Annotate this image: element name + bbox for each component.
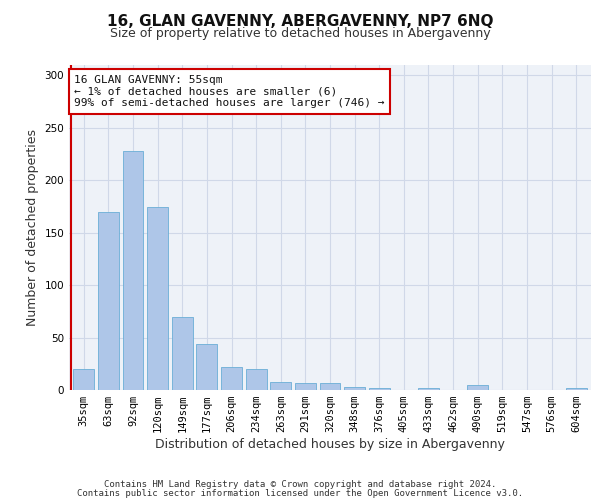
Bar — [270, 382, 291, 390]
Bar — [369, 388, 390, 390]
Bar — [344, 387, 365, 390]
Text: 16 GLAN GAVENNY: 55sqm
← 1% of detached houses are smaller (6)
99% of semi-detac: 16 GLAN GAVENNY: 55sqm ← 1% of detached … — [74, 74, 385, 108]
X-axis label: Distribution of detached houses by size in Abergavenny: Distribution of detached houses by size … — [155, 438, 505, 451]
Bar — [566, 388, 587, 390]
Text: Contains HM Land Registry data © Crown copyright and database right 2024.: Contains HM Land Registry data © Crown c… — [104, 480, 496, 489]
Bar — [418, 388, 439, 390]
Bar — [245, 369, 266, 390]
Bar — [221, 367, 242, 390]
Bar — [196, 344, 217, 390]
Text: Size of property relative to detached houses in Abergavenny: Size of property relative to detached ho… — [110, 28, 490, 40]
Bar — [98, 212, 119, 390]
Bar — [172, 316, 193, 390]
Bar — [122, 151, 143, 390]
Bar — [295, 382, 316, 390]
Bar — [320, 382, 340, 390]
Bar — [147, 206, 168, 390]
Text: Contains public sector information licensed under the Open Government Licence v3: Contains public sector information licen… — [77, 488, 523, 498]
Text: 16, GLAN GAVENNY, ABERGAVENNY, NP7 6NQ: 16, GLAN GAVENNY, ABERGAVENNY, NP7 6NQ — [107, 14, 493, 29]
Bar — [73, 369, 94, 390]
Y-axis label: Number of detached properties: Number of detached properties — [26, 129, 39, 326]
Bar — [467, 385, 488, 390]
